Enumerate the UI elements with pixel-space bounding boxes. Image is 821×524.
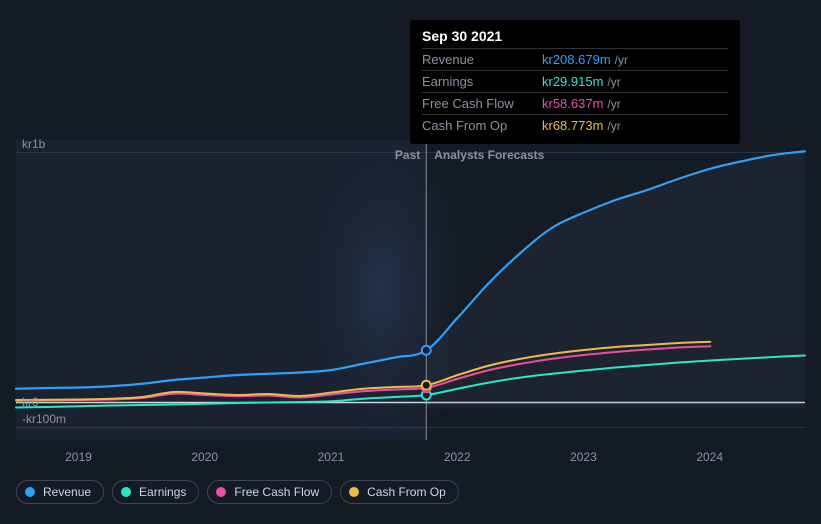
x-tick-label: 2021 [318,450,345,464]
y-tick-label: kr0 [22,395,39,409]
x-tick-label: 2019 [65,450,92,464]
tooltip-value: kr208.679m [542,52,611,67]
legend-item-earnings[interactable]: Earnings [112,480,199,504]
tooltip-label: Earnings [422,74,542,89]
legend-item-fcf[interactable]: Free Cash Flow [207,480,332,504]
hover-marker-revenue [422,346,431,355]
tooltip-unit: /yr [607,119,620,133]
legend-item-revenue[interactable]: Revenue [16,480,104,504]
legend-label: Cash From Op [367,485,446,499]
x-tick-label: 2023 [570,450,597,464]
region-label-past: Past [395,148,420,162]
tooltip-label: Free Cash Flow [422,96,542,111]
legend-swatch [216,487,226,497]
legend-swatch [25,487,35,497]
tooltip-label: Revenue [422,52,542,67]
tooltip-row: Earningskr29.915m/yr [422,70,728,92]
legend-label: Revenue [43,485,91,499]
tooltip-value: kr29.915m [542,74,603,89]
legend-label: Free Cash Flow [234,485,319,499]
legend-label: Earnings [139,485,186,499]
tooltip-row: Cash From Opkr68.773m/yr [422,114,728,136]
forecast-area [426,151,805,408]
x-tick-label: 2024 [696,450,723,464]
tooltip-row: Revenuekr208.679m/yr [422,48,728,70]
region-label-forecast: Analysts Forecasts [434,148,544,162]
chart-legend: Revenue Earnings Free Cash Flow Cash From O… [16,480,459,504]
financials-chart: -kr100mkr0kr1b 201920202021202220232024 … [0,0,821,524]
y-tick-label: -kr100m [22,412,66,426]
legend-swatch [349,487,359,497]
tooltip-date: Sep 30 2021 [422,28,728,48]
hover-marker-cfo [422,381,431,390]
tooltip-unit: /yr [607,97,620,111]
legend-swatch [121,487,131,497]
tooltip-value: kr68.773m [542,118,603,133]
hover-tooltip: Sep 30 2021 Revenuekr208.679m/yrEarnings… [410,20,740,144]
y-tick-label: kr1b [22,137,45,151]
tooltip-unit: /yr [615,53,628,67]
tooltip-value: kr58.637m [542,96,603,111]
legend-item-cfo[interactable]: Cash From Op [340,480,459,504]
tooltip-unit: /yr [607,75,620,89]
tooltip-row: Free Cash Flowkr58.637m/yr [422,92,728,114]
tooltip-label: Cash From Op [422,118,542,133]
x-tick-label: 2022 [444,450,471,464]
x-tick-label: 2020 [191,450,218,464]
